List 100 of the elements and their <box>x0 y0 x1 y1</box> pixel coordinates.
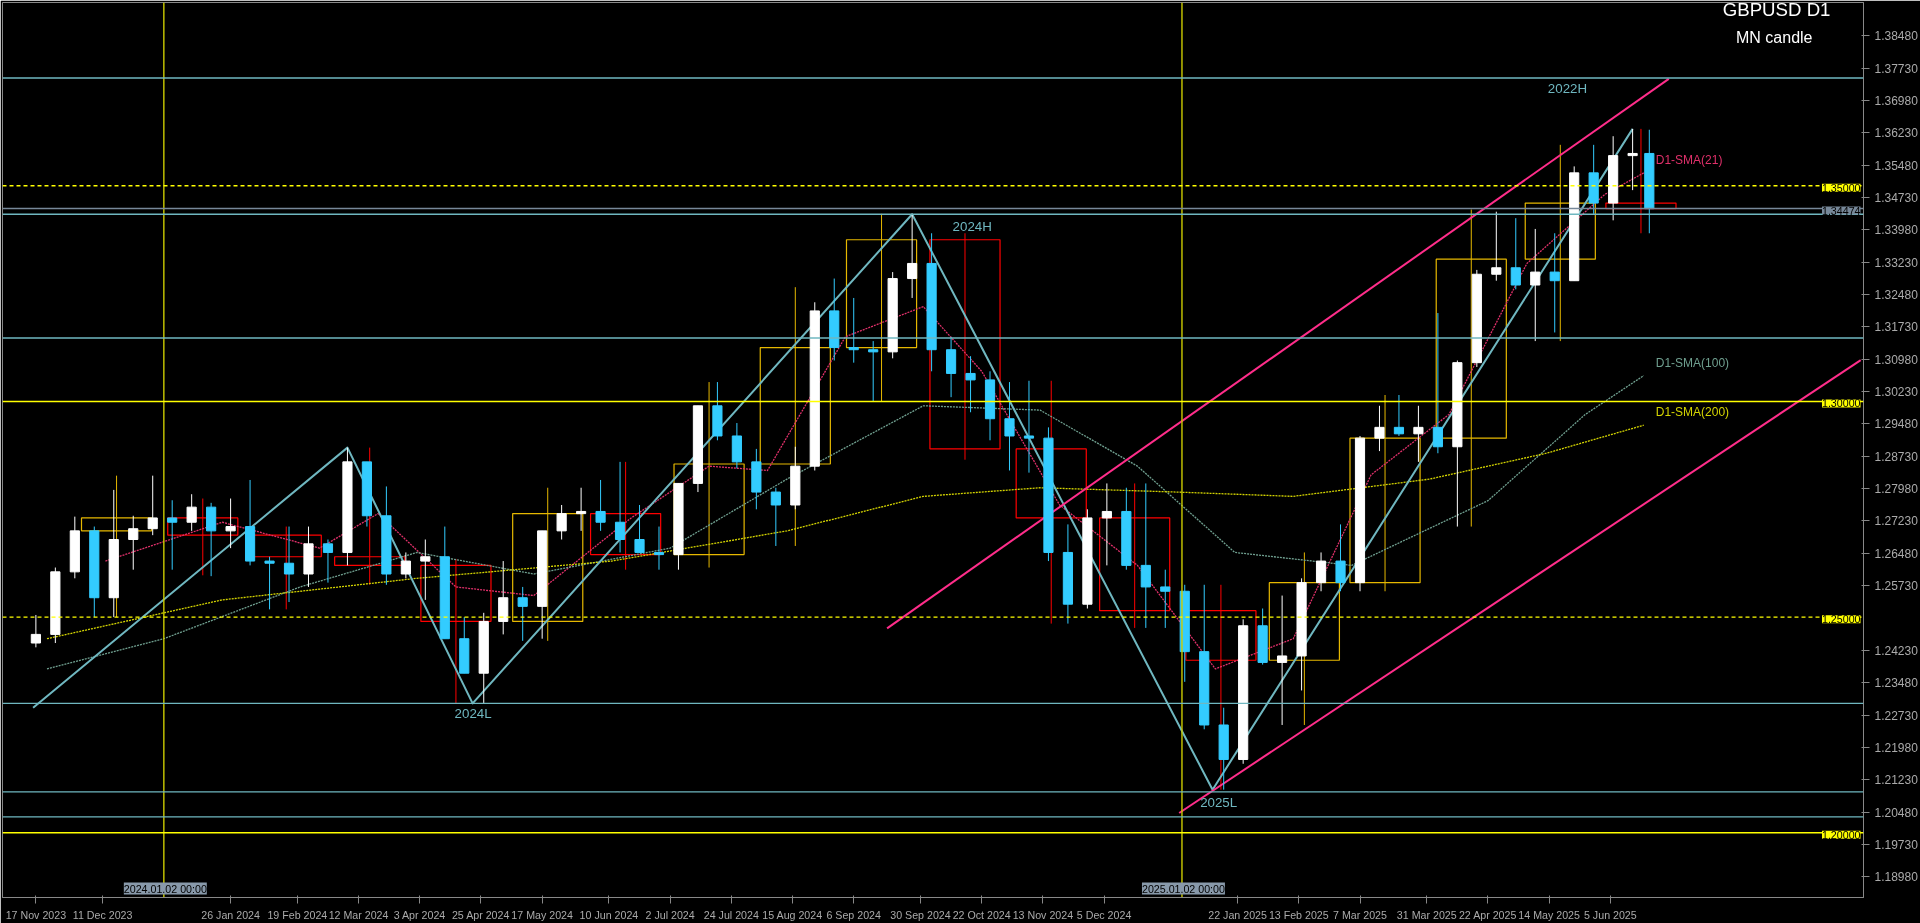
line-series <box>46 374 1645 670</box>
y-tick-label: 1.32480 <box>1874 288 1919 303</box>
series-label: D1-SMA(200) <box>1655 405 1730 420</box>
y-tick-label: 1.21980 <box>1874 740 1919 755</box>
candlestick <box>848 297 859 364</box>
ref-line-label: 2025.01.02 00:00 <box>1141 882 1225 895</box>
y-tick-label: 1.27980 <box>1874 482 1919 497</box>
candlestick <box>147 475 158 536</box>
x-tick-label: 22 Apr 2025 <box>1458 908 1517 921</box>
ref-line-label: 1.30000 <box>1821 397 1861 410</box>
candlestick <box>653 526 665 571</box>
candlestick <box>556 504 567 540</box>
candlestick <box>1140 482 1151 629</box>
y-tick-label: 1.25730 <box>1874 579 1919 594</box>
candlestick <box>1627 128 1638 191</box>
x-tick-label: 13 Feb 2025 <box>1268 908 1329 921</box>
candlestick <box>225 498 236 549</box>
candlestick <box>1023 380 1035 474</box>
candlestick <box>1335 523 1346 592</box>
y-tick-label: 1.33980 <box>1874 223 1919 238</box>
candlestick <box>167 499 178 571</box>
x-tick-label: 14 May 2025 <box>1518 908 1581 921</box>
series-label: D1-SMA(100) <box>1655 355 1730 370</box>
candlestick <box>322 539 334 584</box>
x-tick-label: 5 Dec 2024 <box>1076 908 1132 921</box>
candlestick <box>420 539 431 601</box>
x-tick-label: 22 Oct 2024 <box>952 908 1011 921</box>
x-tick-label: 19 Feb 2024 <box>267 908 328 921</box>
ref-line-label: 2024.01.02 00:00 <box>123 882 207 895</box>
candlestick <box>167 498 239 576</box>
x-tick-label: 26 Jan 2024 <box>201 908 261 921</box>
y-tick-label: 1.20480 <box>1874 805 1919 820</box>
y-tick-label: 1.34730 <box>1874 190 1919 205</box>
x-tick-label: 15 Aug 2024 <box>762 908 823 921</box>
y-tick-label: 1.19730 <box>1874 837 1919 852</box>
candlestick <box>614 461 626 553</box>
candlestick <box>576 487 587 532</box>
candlestick <box>845 213 918 402</box>
x-tick-label: 25 Apr 2024 <box>451 908 510 921</box>
candlestick <box>1549 232 1560 333</box>
candlestick <box>1101 482 1112 566</box>
annotation: 2024L <box>454 706 492 722</box>
y-tick-label: 1.33230 <box>1874 255 1919 270</box>
candlestick <box>264 556 275 610</box>
x-tick-label: 3 Apr 2024 <box>393 908 446 921</box>
candlestick <box>400 551 411 579</box>
chart-title: GBPUSD D1 <box>1722 0 1831 20</box>
x-tick-label: 17 Nov 2023 <box>5 908 67 921</box>
candlestick <box>1315 551 1327 592</box>
y-tick-label: 1.28730 <box>1874 449 1919 464</box>
candlestick <box>283 526 295 603</box>
x-tick-label: 22 Jan 2025 <box>1208 908 1268 921</box>
x-tick-label: 10 Jun 2024 <box>579 908 639 921</box>
annotation: 2022H <box>1547 80 1588 96</box>
candlestick <box>1432 312 1443 454</box>
x-tick-label: 11 Dec 2023 <box>72 908 133 921</box>
candlestick <box>1530 228 1541 342</box>
x-tick-label: 30 Sep 2024 <box>890 908 951 921</box>
annotation: 2024H <box>952 219 992 235</box>
y-tick-label: 1.21230 <box>1874 773 1919 788</box>
y-tick-label: 1.35480 <box>1874 158 1919 173</box>
y-tick-label: 1.36980 <box>1874 93 1919 108</box>
candlestick <box>186 493 197 532</box>
candlestick <box>1374 405 1385 452</box>
candlestick <box>1160 569 1171 629</box>
y-tick-label: 1.29480 <box>1874 417 1919 432</box>
candlestick <box>517 586 528 642</box>
y-tick-label: 1.27230 <box>1874 514 1919 529</box>
y-tick-label: 1.24230 <box>1874 643 1919 658</box>
y-tick-label: 1.37730 <box>1874 61 1919 76</box>
y-tick-label: 1.31730 <box>1874 320 1919 335</box>
y-tick-label: 1.26480 <box>1874 546 1919 561</box>
x-tick-label: 12 Mar 2024 <box>328 908 389 921</box>
y-tick-label: 1.22730 <box>1874 708 1919 723</box>
ref-line-label: 1.25000 <box>1821 613 1861 626</box>
candlestick <box>945 336 957 398</box>
line-series <box>104 172 1645 670</box>
candlestick <box>498 560 509 635</box>
candlestick <box>634 504 645 553</box>
x-tick-label: 17 May 2024 <box>511 908 574 921</box>
ref-line-label: 1.35000 <box>1821 181 1861 194</box>
ref-line-label: 1.34474 <box>1821 204 1861 217</box>
x-tick-label: 31 Mar 2025 <box>1396 908 1457 921</box>
candlestick <box>868 340 879 402</box>
y-tick-label: 1.18980 <box>1874 870 1919 885</box>
x-tick-label: 13 Nov 2024 <box>1012 908 1074 921</box>
text: MN candle <box>1736 28 1813 46</box>
y-tick-label: 1.30980 <box>1874 352 1919 367</box>
candlestick <box>1491 211 1502 282</box>
candlestick <box>589 461 662 571</box>
candlestick <box>1099 482 1171 629</box>
x-tick-label: 6 Sep 2024 <box>826 908 882 921</box>
x-tick-label: 5 Jun 2025 <box>1583 908 1637 921</box>
candlestick <box>965 355 976 413</box>
series-label: D1-SMA(21) <box>1655 152 1723 167</box>
candlestick <box>1510 217 1521 290</box>
candlestick <box>128 515 139 571</box>
candlestick <box>1277 595 1288 726</box>
y-tick-label: 1.23480 <box>1874 676 1919 691</box>
candlestick <box>1004 381 1015 471</box>
